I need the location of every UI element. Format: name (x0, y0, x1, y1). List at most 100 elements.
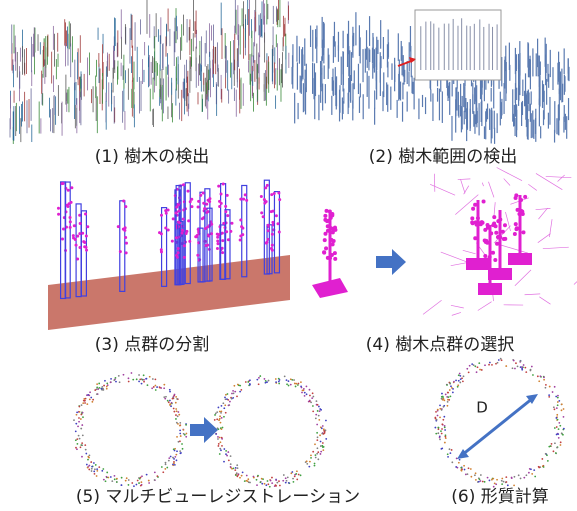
point (278, 383, 280, 385)
point (201, 217, 204, 220)
point (181, 443, 183, 445)
point (128, 484, 130, 486)
point (287, 476, 289, 478)
point (543, 376, 545, 378)
point (165, 396, 167, 398)
point (561, 409, 563, 411)
point (233, 385, 235, 387)
point (249, 482, 251, 484)
point (301, 392, 303, 394)
point (226, 214, 229, 217)
point (61, 238, 64, 241)
point (316, 400, 318, 402)
point (277, 192, 280, 195)
point (96, 393, 98, 395)
point (468, 371, 470, 373)
point (236, 464, 238, 466)
point (563, 408, 565, 410)
point (327, 219, 331, 223)
point (98, 466, 100, 468)
point (459, 373, 461, 375)
point (73, 224, 76, 227)
point (76, 438, 78, 440)
point (319, 410, 321, 412)
point (530, 370, 532, 372)
point (306, 463, 308, 465)
arrow (190, 417, 218, 443)
point (327, 229, 331, 233)
point (161, 466, 163, 468)
point (67, 189, 70, 192)
point (513, 232, 517, 236)
point (278, 480, 280, 482)
point (477, 366, 479, 368)
point (312, 410, 314, 412)
point (116, 481, 118, 483)
point (110, 381, 112, 383)
point (95, 464, 97, 466)
point (242, 471, 244, 473)
point (88, 457, 90, 459)
point (489, 362, 491, 364)
point (317, 451, 319, 453)
point (138, 482, 140, 484)
point (163, 384, 165, 386)
point (265, 382, 267, 384)
point (257, 475, 259, 477)
point (122, 200, 125, 203)
point (185, 436, 187, 438)
point (216, 242, 219, 245)
point (214, 414, 216, 416)
point (495, 363, 497, 365)
point (534, 476, 536, 478)
point (78, 232, 81, 235)
point (443, 416, 445, 418)
point (231, 393, 233, 395)
point (444, 436, 446, 438)
arrow (376, 249, 406, 275)
point (312, 451, 314, 453)
point (319, 434, 321, 436)
point (141, 475, 143, 477)
point (554, 386, 556, 388)
point (434, 427, 436, 429)
point (317, 447, 319, 449)
point (75, 244, 78, 247)
point (126, 477, 128, 479)
point (333, 228, 337, 232)
point (215, 413, 217, 415)
point (220, 422, 222, 424)
point (93, 471, 95, 473)
point (155, 389, 157, 391)
point (62, 182, 65, 185)
point (473, 236, 477, 240)
point (147, 384, 149, 386)
point (312, 396, 314, 398)
point (561, 403, 563, 405)
point (217, 438, 219, 440)
point (514, 222, 518, 226)
point (216, 418, 218, 420)
point (221, 232, 224, 235)
point (318, 406, 320, 408)
point (164, 209, 167, 212)
point (459, 459, 461, 461)
point (323, 238, 327, 242)
point (491, 364, 493, 366)
point (76, 443, 78, 445)
point (501, 230, 505, 234)
point (295, 473, 297, 475)
point (136, 378, 138, 380)
point (125, 242, 128, 245)
point (554, 427, 556, 429)
point (230, 222, 233, 225)
point (175, 408, 177, 410)
point (80, 418, 82, 420)
point (557, 419, 559, 421)
point (228, 459, 230, 461)
point (270, 480, 272, 482)
point (96, 383, 98, 385)
point (148, 480, 150, 482)
point (216, 240, 219, 243)
point (505, 476, 507, 478)
